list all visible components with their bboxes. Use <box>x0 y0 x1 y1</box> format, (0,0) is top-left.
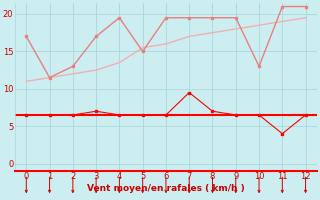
X-axis label: Vent moyen/en rafales ( km/h ): Vent moyen/en rafales ( km/h ) <box>87 184 245 193</box>
